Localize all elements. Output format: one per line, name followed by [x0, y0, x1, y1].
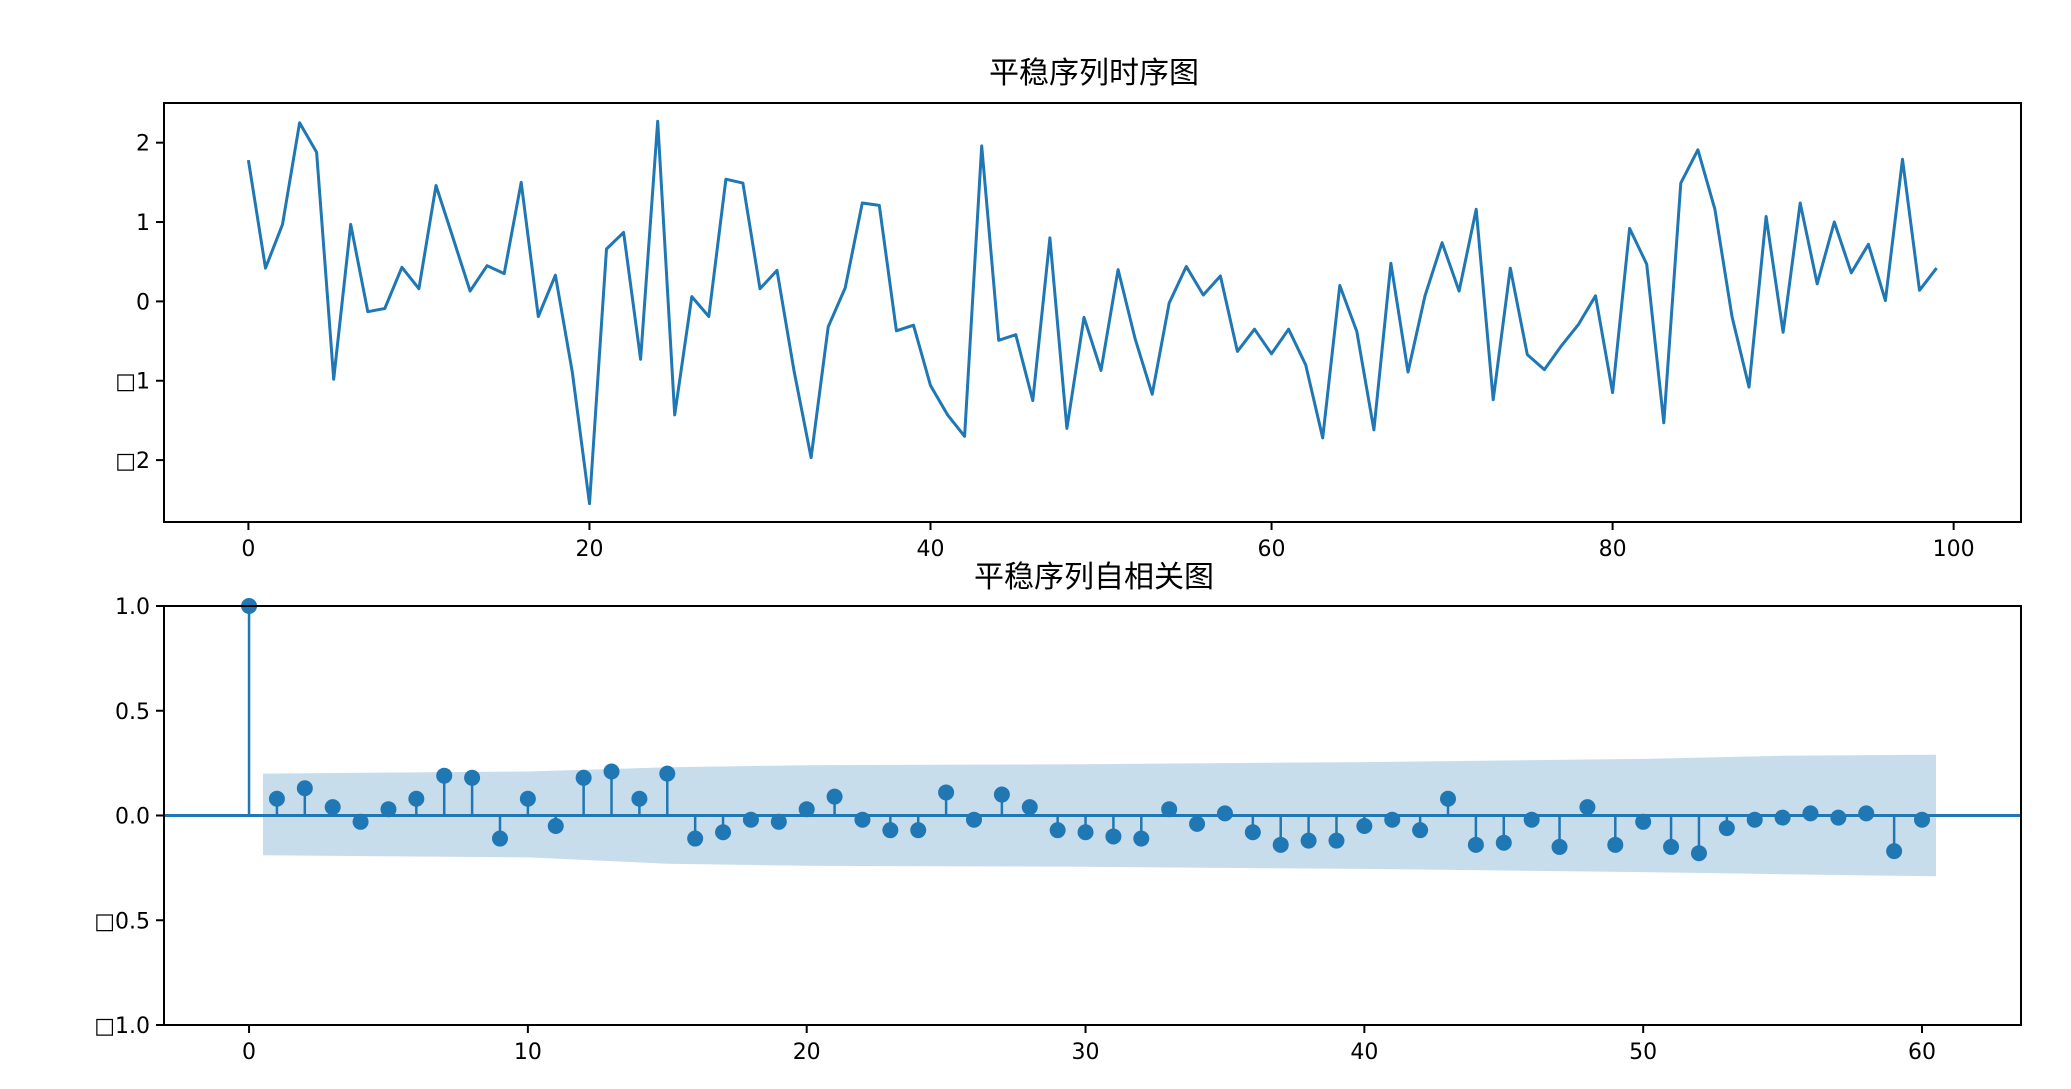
acf-point [1049, 822, 1066, 839]
acf-point [1300, 832, 1317, 849]
acf-point [491, 830, 508, 847]
acf-point [826, 788, 843, 805]
time-series-x-tick-label: 20 [575, 537, 603, 562]
acf-x-tick-label: 0 [242, 1040, 256, 1065]
acf-marks [164, 598, 2021, 862]
acf-point [1802, 805, 1819, 822]
time-series-y-tick-label: 0 [136, 290, 150, 315]
acf-point [1635, 813, 1652, 830]
time-series-x-tick-label: 60 [1258, 537, 1286, 562]
acf-x-tick-label: 60 [1908, 1040, 1936, 1065]
acf-point [380, 801, 397, 818]
acf-x-tick-label: 40 [1350, 1040, 1378, 1065]
acf-point [1886, 843, 1903, 860]
acf-point [1161, 801, 1178, 818]
acf-point [854, 811, 871, 828]
acf-point [1495, 834, 1512, 851]
time-series-y-tick-label: 2 [136, 132, 150, 157]
acf-point [1440, 790, 1457, 807]
acf-x-tick-label: 10 [514, 1040, 542, 1065]
acf-point [631, 790, 648, 807]
acf-point [659, 765, 676, 782]
acf-point [882, 822, 899, 839]
time-series-y-tick-label: 1 [136, 211, 150, 236]
acf-y-tick-label: □0.5 [94, 909, 150, 934]
acf-point [1467, 836, 1484, 853]
acf-point [519, 790, 536, 807]
acf-point [1746, 811, 1763, 828]
time-series-y-tick-label: □2 [115, 449, 150, 474]
acf-point [464, 769, 481, 786]
acf-point [408, 790, 425, 807]
acf-point [965, 811, 982, 828]
acf-point [1914, 811, 1931, 828]
time-series-x-tick-label: 80 [1599, 537, 1627, 562]
acf-point [1690, 845, 1707, 862]
acf-point [324, 799, 341, 816]
acf-x-tick-label: 50 [1629, 1040, 1657, 1065]
acf-point [1718, 820, 1735, 837]
acf-point [938, 784, 955, 801]
acf-axes-frame [163, 605, 2022, 1026]
acf-point [770, 813, 787, 830]
acf-point [1551, 838, 1568, 855]
acf-point [1384, 811, 1401, 828]
time-series-panel: 平稳序列时序图 0 20 40 60 80 100 2 1 0 □1 □2 [115, 56, 2022, 562]
acf-point [575, 769, 592, 786]
acf-point [296, 780, 313, 797]
acf-point [1105, 828, 1122, 845]
acf-point [268, 790, 285, 807]
acf-point [1244, 824, 1261, 841]
time-series-title: 平稳序列时序图 [989, 56, 1199, 91]
acf-y-tick-label: □1.0 [94, 1014, 150, 1039]
acf-y-tick-label: 0.0 [115, 805, 150, 830]
acf-point [1077, 824, 1094, 841]
acf-point [1021, 799, 1038, 816]
acf-ticks: 0 10 20 30 40 50 60 1.0 0.5 0.0 □0.5 □1.0 [94, 595, 1936, 1065]
acf-point [547, 817, 564, 834]
acf-point [1328, 832, 1345, 849]
time-series-line [246, 119, 1938, 506]
acf-point [1830, 809, 1847, 826]
acf-point [603, 763, 620, 780]
acf-point [1356, 817, 1373, 834]
time-series-axes-frame [163, 102, 2022, 523]
time-series-x-tick-label: 100 [1933, 537, 1975, 562]
acf-y-tick-label: 1.0 [115, 595, 150, 620]
acf-point [687, 830, 704, 847]
acf-point [1858, 805, 1875, 822]
acf-point [715, 824, 732, 841]
acf-point [1663, 838, 1680, 855]
acf-title: 平稳序列自相关图 [974, 560, 1214, 595]
acf-x-tick-label: 30 [1072, 1040, 1100, 1065]
acf-point [1272, 836, 1289, 853]
time-series-marks [246, 119, 1938, 506]
time-series-ticks: 0 20 40 60 80 100 2 1 0 □1 □2 [115, 132, 1974, 562]
acf-point [1523, 811, 1540, 828]
acf-point [798, 801, 815, 818]
acf-point [352, 813, 369, 830]
acf-point [1216, 805, 1233, 822]
acf-point [993, 786, 1010, 803]
acf-point [1189, 815, 1206, 832]
acf-point [1774, 809, 1791, 826]
acf-y-tick-label: 0.5 [115, 700, 150, 725]
acf-point [1412, 822, 1429, 839]
time-series-y-tick-label: □1 [115, 370, 150, 395]
acf-point [1133, 830, 1150, 847]
time-series-x-tick-label: 40 [917, 537, 945, 562]
acf-x-tick-label: 20 [793, 1040, 821, 1065]
acf-point [910, 822, 927, 839]
acf-panel: 平稳序列自相关图 0 10 20 30 40 50 60 1.0 0.5 0.0 □0.5 □1.0 [94, 560, 2022, 1065]
acf-point [1579, 799, 1596, 816]
time-series-x-tick-label: 0 [241, 537, 255, 562]
acf-point [742, 811, 759, 828]
acf-point [436, 767, 453, 784]
acf-point [1607, 836, 1624, 853]
